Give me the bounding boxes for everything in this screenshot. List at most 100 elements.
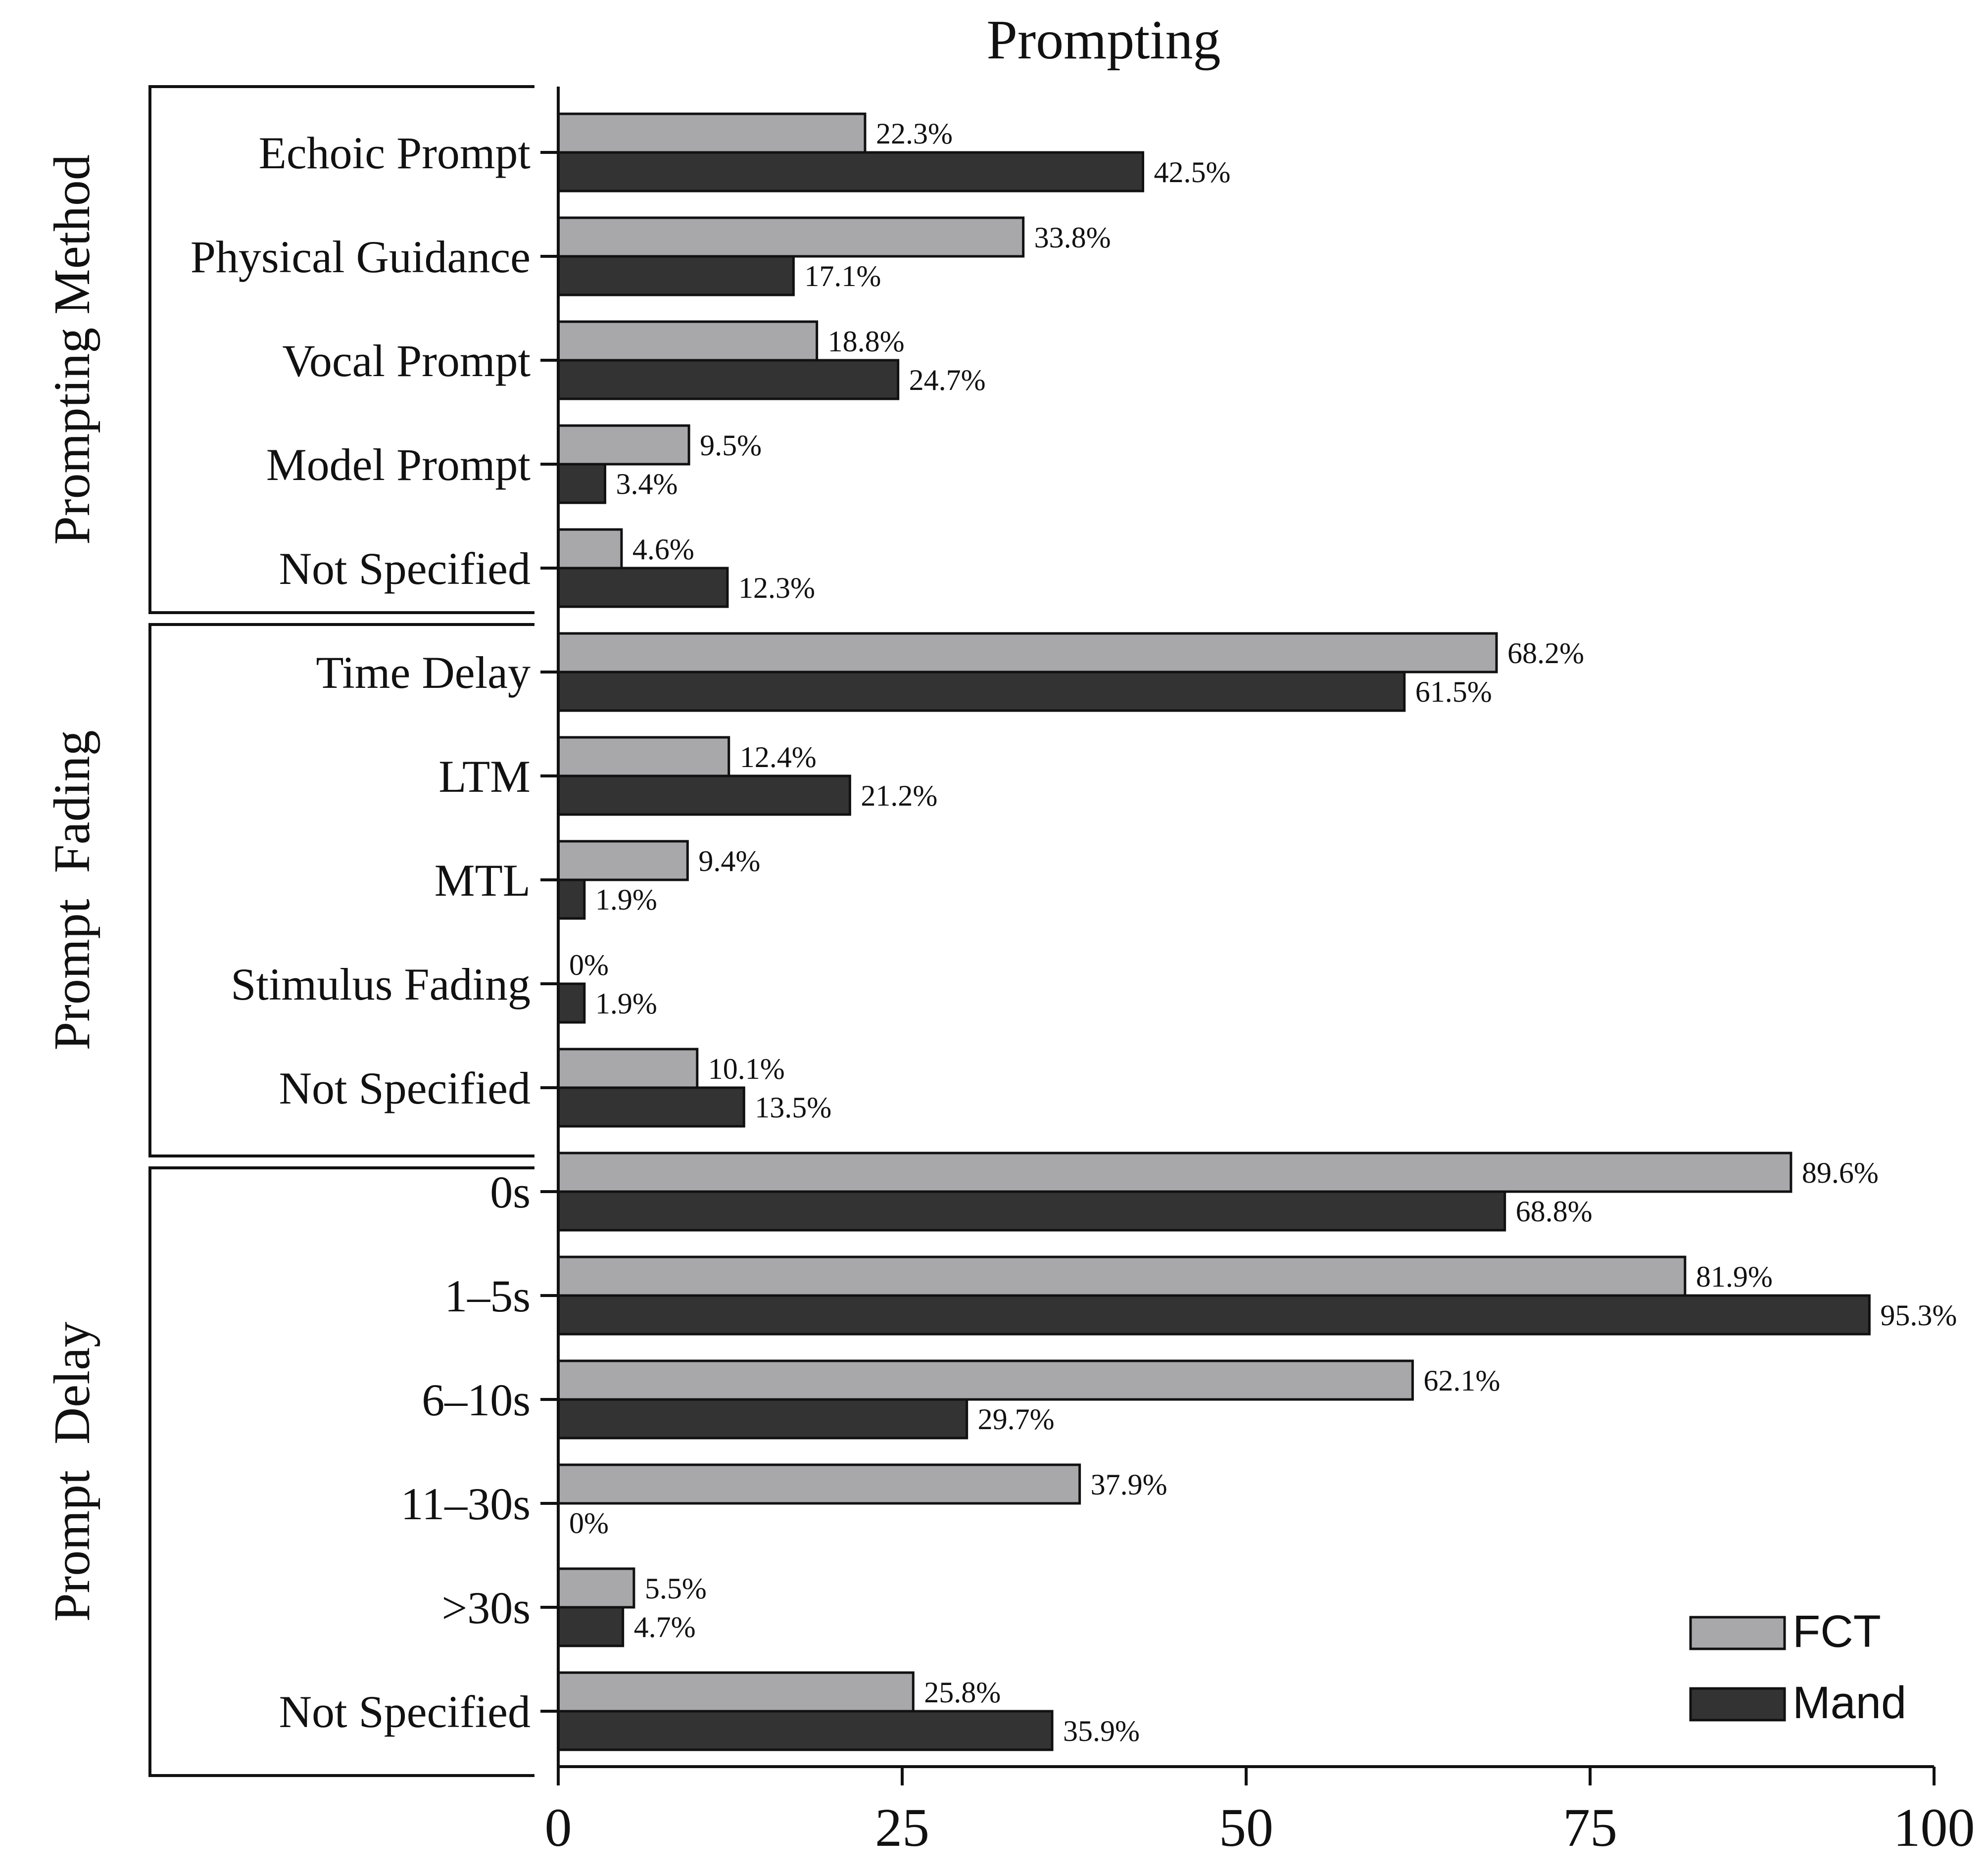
value-label-fct-1-3: 0% [569,949,609,981]
value-label-mand-1-1: 21.2% [861,779,937,812]
bar-fct-0-0 [557,112,867,154]
bar-mand-1-0 [557,671,1406,712]
bar-mand-1-1 [557,774,851,816]
value-label-mand-1-4: 13.5% [755,1091,831,1124]
group-label-1: Prompt Fading [44,730,100,1050]
value-label-fct-1-0: 68.2% [1507,637,1584,670]
bar-mand-1-4 [557,1086,745,1128]
x-tick-label-1: 25 [875,1797,929,1858]
bar-mand-0-3 [557,463,607,504]
category-labels: Echoic Prompt Physical Guidance Vocal Prom… [191,128,531,1737]
x-tick-label-3: 75 [1563,1797,1617,1858]
value-label-fct-2-3: 37.9% [1091,1468,1167,1501]
bar-mand-2-5 [557,1710,1054,1751]
group-bracket-1 [148,623,534,1157]
value-label-fct-1-1: 12.4% [740,741,817,773]
chart-title: Prompting [987,9,1221,71]
value-label-fct-2-5: 25.8% [924,1676,1001,1709]
category-label-1-2: MTL [435,855,531,906]
bar-mand-0-0 [557,151,1144,192]
category-label-2-5: Not Specified [279,1686,531,1737]
bar-fct-1-1 [557,736,730,777]
bar-mand-1-2 [557,878,586,920]
value-label-mand-2-3: 0% [569,1507,609,1539]
value-label-fct-2-4: 5.5% [645,1572,707,1605]
bar-mand-2-0 [557,1190,1506,1232]
bars [557,112,1871,1751]
value-label-mand-2-2: 29.7% [978,1403,1055,1436]
legend-label-mand: Mand [1793,1678,1906,1728]
bar-mand-2-1 [557,1294,1871,1336]
category-label-2-4: >30s [441,1583,531,1633]
group-label-2: Prompt Delay [44,1322,100,1622]
value-label-mand-0-1: 17.1% [804,260,881,292]
category-label-0-0: Echoic Prompt [259,128,531,178]
bar-fct-1-2 [557,840,689,881]
category-label-0-2: Vocal Prompt [282,336,531,386]
bar-mand-0-1 [557,255,795,296]
value-label-fct-1-2: 9.4% [698,845,760,877]
x-tick-label-2: 50 [1219,1797,1273,1858]
x-axis: 0 25 50 75 100 [545,1765,1975,1858]
bar-fct-0-3 [557,424,690,466]
bar-fct-2-4 [557,1567,635,1609]
bar-mand-2-4 [557,1606,625,1647]
value-label-fct-2-1: 81.9% [1696,1260,1773,1293]
value-label-mand-2-0: 68.8% [1516,1195,1593,1228]
legend-label-fct: FCT [1793,1606,1881,1657]
category-label-2-3: 11–30s [401,1479,531,1529]
category-label-2-2: 6–10s [422,1375,531,1425]
x-tick-label-4: 100 [1893,1797,1975,1858]
category-label-1-0: Time Delay [316,647,531,698]
bar-mand-0-4 [557,567,729,608]
value-label-mand-2-1: 95.3% [1880,1299,1957,1332]
value-label-mand-0-3: 3.4% [616,468,678,500]
group-labels: Prompting Method Prompt Fading Prompt Dela… [44,154,100,1622]
value-label-mand-1-0: 61.5% [1415,675,1492,708]
category-label-1-4: Not Specified [279,1063,531,1113]
value-label-fct-0-4: 4.6% [632,533,694,566]
bar-fct-0-4 [557,528,623,570]
category-label-2-0: 0s [490,1167,531,1217]
value-label-mand-2-5: 35.9% [1063,1715,1140,1747]
bar-mand-1-3 [557,982,586,1024]
value-label-fct-2-2: 62.1% [1423,1364,1500,1397]
category-label-0-1: Physical Guidance [191,232,531,282]
bar-fct-1-4 [557,1048,699,1089]
category-label-1-1: LTM [438,751,531,802]
value-label-mand-0-2: 24.7% [909,364,986,396]
bar-fct-2-1 [557,1255,1687,1297]
bar-fct-2-0 [557,1152,1793,1193]
category-label-0-3: Model Prompt [266,439,531,490]
legend-swatch-mand [1689,1687,1786,1722]
bar-fct-2-5 [557,1671,915,1713]
value-labels: 22.3% 42.5% 33.8% 17.1% 18.8%24.7% 9.5% 3.4% 4.… [569,117,1957,1747]
value-label-fct-0-2: 18.8% [828,325,905,358]
bar-fct-2-2 [557,1359,1414,1401]
bar-mand-0-2 [557,359,900,400]
group-label-0: Prompting Method [44,154,100,545]
legend-swatch-fct [1689,1616,1786,1650]
value-label-mand-0-0: 42.5% [1154,156,1231,189]
y-axis [540,87,560,1767]
legend: FCT Mand [1689,1606,1906,1728]
group-bracket-0 [148,85,534,614]
value-label-fct-1-4: 10.1% [708,1053,785,1085]
value-label-mand-1-2: 1.9% [595,883,657,916]
value-label-mand-0-4: 12.3% [738,572,815,604]
value-label-fct-0-3: 9.5% [700,429,762,462]
category-label-1-3: Stimulus Fading [231,959,531,1010]
value-label-mand-1-3: 1.9% [595,987,657,1020]
group-bracket-2 [148,1166,534,1777]
category-label-2-1: 1–5s [444,1271,531,1321]
category-label-0-4: Not Specified [279,543,531,594]
value-label-fct-0-0: 22.3% [876,117,953,150]
bar-mand-2-2 [557,1398,969,1440]
bar-fct-0-1 [557,216,1025,258]
x-tick-label-0: 0 [545,1797,572,1858]
value-label-fct-2-0: 89.6% [1802,1156,1879,1189]
bar-fct-0-2 [557,320,819,362]
value-label-mand-2-4: 4.7% [634,1611,696,1643]
bar-fct-1-0 [557,632,1498,673]
group-brackets [148,85,534,1777]
